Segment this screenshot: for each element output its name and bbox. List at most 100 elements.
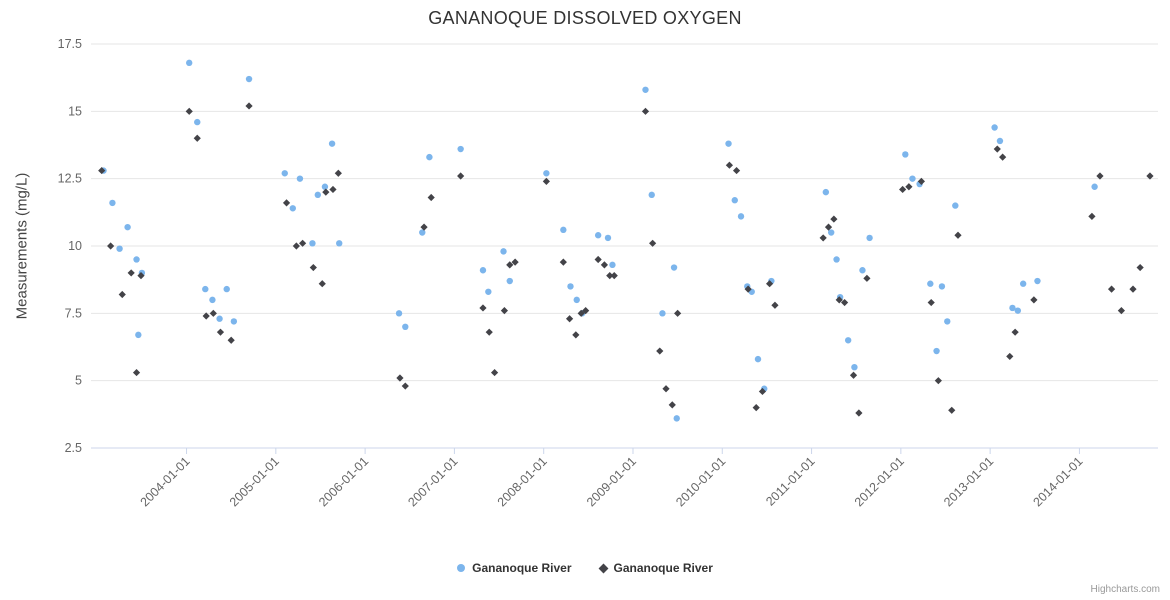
data-point[interactable] [559, 258, 567, 266]
data-point[interactable] [107, 242, 115, 250]
data-point[interactable] [1006, 352, 1014, 361]
data-point[interactable] [606, 272, 614, 280]
data-point[interactable] [137, 272, 145, 280]
data-point[interactable] [604, 234, 612, 242]
data-point[interactable] [927, 280, 934, 287]
data-point[interactable] [648, 191, 655, 199]
data-point[interactable] [999, 153, 1007, 161]
data-point[interactable] [737, 213, 745, 220]
data-point[interactable] [216, 328, 225, 336]
credits-link[interactable]: Highcharts.com [1090, 584, 1160, 595]
data-point[interactable] [731, 197, 738, 204]
data-point[interactable] [186, 59, 193, 67]
data-point[interactable] [322, 188, 330, 196]
data-point[interactable] [202, 312, 210, 320]
data-point[interactable] [828, 229, 835, 236]
data-point[interactable] [1136, 263, 1144, 272]
data-point[interactable] [674, 309, 682, 317]
data-point[interactable] [996, 137, 1004, 145]
data-point[interactable] [329, 185, 337, 194]
data-point[interactable] [193, 134, 201, 142]
data-point[interactable] [506, 277, 513, 285]
data-point[interactable] [610, 272, 618, 280]
data-point[interactable] [851, 364, 858, 371]
data-point[interactable] [336, 240, 343, 247]
data-point[interactable] [642, 86, 649, 93]
data-point[interactable] [500, 248, 507, 255]
data-point[interactable] [948, 406, 956, 414]
data-point[interactable] [744, 285, 752, 293]
data-point[interactable] [1034, 277, 1041, 285]
data-point[interactable] [127, 269, 135, 277]
data-point[interactable] [245, 102, 253, 110]
data-point[interactable] [334, 169, 342, 177]
data-point[interactable] [202, 285, 209, 293]
data-point[interactable] [573, 296, 580, 304]
data-point[interactable] [419, 229, 426, 236]
data-point[interactable] [905, 183, 913, 191]
data-point[interactable] [902, 151, 909, 158]
data-point[interactable] [227, 336, 235, 344]
data-point[interactable] [485, 288, 492, 295]
data-point[interactable] [927, 298, 935, 307]
data-point[interactable] [594, 232, 602, 239]
data-point[interactable] [542, 177, 550, 185]
data-point[interactable] [909, 175, 916, 182]
data-point[interactable] [133, 256, 140, 263]
data-point[interactable] [185, 107, 193, 115]
data-point[interactable] [863, 274, 871, 282]
data-point[interactable] [321, 183, 329, 190]
data-point[interactable] [427, 193, 435, 202]
data-point[interactable] [577, 309, 585, 317]
data-point[interactable] [116, 245, 123, 252]
data-point[interactable] [1096, 172, 1104, 180]
data-point[interactable] [500, 307, 509, 315]
data-point[interactable] [859, 267, 866, 274]
data-point[interactable] [840, 298, 849, 307]
data-point[interactable] [991, 124, 998, 131]
data-point[interactable] [1014, 307, 1022, 314]
legend-item-series-1[interactable]: Gananoque River [457, 561, 572, 575]
data-point[interactable] [819, 234, 827, 242]
data-point[interactable] [659, 310, 666, 317]
data-point[interactable] [296, 175, 304, 182]
data-point[interactable] [594, 255, 602, 264]
data-point[interactable] [209, 309, 217, 317]
data-point[interactable] [844, 337, 852, 344]
data-point[interactable] [1146, 172, 1154, 180]
data-point[interactable] [506, 261, 514, 269]
data-point[interactable] [849, 371, 858, 379]
data-point[interactable] [1107, 285, 1116, 293]
data-point[interactable] [292, 242, 300, 250]
data-point[interactable] [944, 318, 951, 325]
data-point[interactable] [600, 261, 609, 269]
data-point[interactable] [396, 374, 404, 382]
data-point[interactable] [673, 415, 680, 422]
data-point[interactable] [954, 231, 962, 239]
data-point[interactable] [457, 172, 465, 180]
data-point[interactable] [649, 239, 657, 247]
data-point[interactable] [490, 368, 499, 377]
data-point[interactable] [952, 202, 959, 209]
data-point[interactable] [401, 382, 409, 390]
data-point[interactable] [938, 283, 946, 290]
data-point[interactable] [543, 170, 550, 177]
data-point[interactable] [282, 199, 291, 207]
data-point[interactable] [245, 75, 253, 83]
data-point[interactable] [299, 239, 307, 247]
data-point[interactable] [209, 296, 216, 304]
data-point[interactable] [135, 331, 142, 339]
data-point[interactable] [572, 331, 580, 339]
data-point[interactable] [1011, 328, 1019, 336]
data-point[interactable] [993, 145, 1001, 153]
data-point[interactable] [662, 385, 670, 393]
data-point[interactable] [281, 170, 288, 177]
data-point[interactable] [567, 283, 574, 290]
data-point[interactable] [835, 296, 843, 304]
data-point[interactable] [314, 191, 321, 199]
data-point[interactable] [223, 285, 230, 293]
data-point[interactable] [98, 166, 106, 175]
data-point[interactable] [1030, 296, 1038, 304]
data-point[interactable] [771, 301, 779, 309]
data-point[interactable] [752, 404, 760, 412]
